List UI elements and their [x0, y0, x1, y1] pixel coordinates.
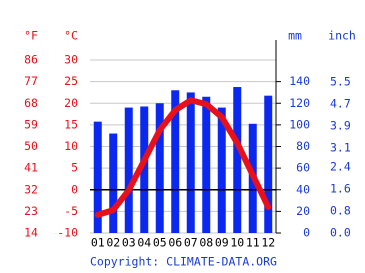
celsius-label: °C: [64, 29, 78, 43]
fahrenheit-label: °F: [24, 29, 38, 43]
celsius-tick-label: 25: [64, 74, 78, 88]
precipitation-bar: [264, 95, 273, 234]
mm-tick-label: 0: [303, 226, 310, 240]
mm-label: mm: [288, 29, 302, 43]
fahrenheit-tick-label: 77: [24, 74, 38, 88]
x-tick-label: 04: [137, 236, 151, 250]
mm-tick-label: 20: [296, 204, 310, 218]
celsius-tick-label: -10: [57, 226, 78, 240]
mm-tick-label: 80: [296, 139, 310, 153]
celsius-tick-label: 30: [64, 53, 78, 67]
fahrenheit-tick-label: 86: [24, 53, 38, 67]
precipitation-bar: [233, 87, 242, 233]
precipitation-bar: [124, 107, 133, 233]
x-tick-label: 02: [106, 236, 120, 250]
celsius-tick-label: 20: [64, 96, 78, 110]
inch-tick-label: 2.4: [330, 160, 351, 174]
celsius-tick-label: -5: [64, 204, 78, 218]
celsius-tick-label: 10: [64, 139, 78, 153]
precipitation-bar: [202, 96, 211, 233]
x-tick-label: 11: [246, 236, 260, 250]
inch-tick-label: 0.8: [330, 204, 351, 218]
fahrenheit-tick-label: 32: [24, 182, 38, 196]
inch-tick-label: 1.6: [330, 182, 351, 196]
inch-tick-label: 3.1: [330, 140, 351, 154]
fahrenheit-tick-label: 68: [24, 96, 38, 110]
mm-tick-label: 100: [289, 117, 310, 131]
inch-label: inch: [328, 29, 356, 43]
fahrenheit-tick-label: 23: [24, 204, 38, 218]
x-tick-label: 06: [168, 236, 182, 250]
celsius-tick-label: 5: [71, 161, 78, 175]
inch-tick-label: 0.0: [330, 226, 351, 240]
x-tick-label: 09: [215, 236, 229, 250]
credit: Copyright: CLIMATE-DATA.ORG: [90, 255, 277, 269]
x-tick-label: 12: [261, 236, 275, 250]
inch-tick-label: 5.5: [330, 74, 351, 88]
x-tick-label: 08: [199, 236, 213, 250]
inch-tick-label: 3.9: [330, 118, 351, 132]
precipitation-bar: [109, 133, 118, 233]
mm-tick-label: 140: [289, 74, 310, 88]
precipitation-bar: [217, 107, 226, 233]
mm-tick-label: 60: [296, 161, 310, 175]
inch-tick-label: 4.7: [330, 96, 351, 110]
precipitation-bar: [186, 92, 195, 233]
x-tick-label: 01: [91, 236, 105, 250]
fahrenheit-tick-label: 50: [24, 139, 38, 153]
mm-tick-label: 40: [296, 182, 310, 196]
fahrenheit-tick-label: 14: [24, 226, 38, 240]
x-tick-label: 03: [122, 236, 136, 250]
fahrenheit-tick-label: 59: [24, 117, 38, 131]
precipitation-bar: [93, 121, 102, 233]
celsius-tick-label: 0: [71, 182, 78, 196]
x-tick-label: 07: [184, 236, 198, 250]
precipitation-bar: [140, 106, 149, 233]
mm-tick-label: 120: [289, 96, 310, 110]
precipitation-bar: [155, 103, 164, 233]
x-tick-label: 10: [230, 236, 244, 250]
precipitation-bar: [171, 90, 180, 234]
fahrenheit-tick-label: 41: [24, 161, 38, 175]
x-tick-label: 05: [153, 236, 167, 250]
temperature-line: [94, 97, 272, 218]
celsius-tick-label: 15: [64, 117, 78, 131]
